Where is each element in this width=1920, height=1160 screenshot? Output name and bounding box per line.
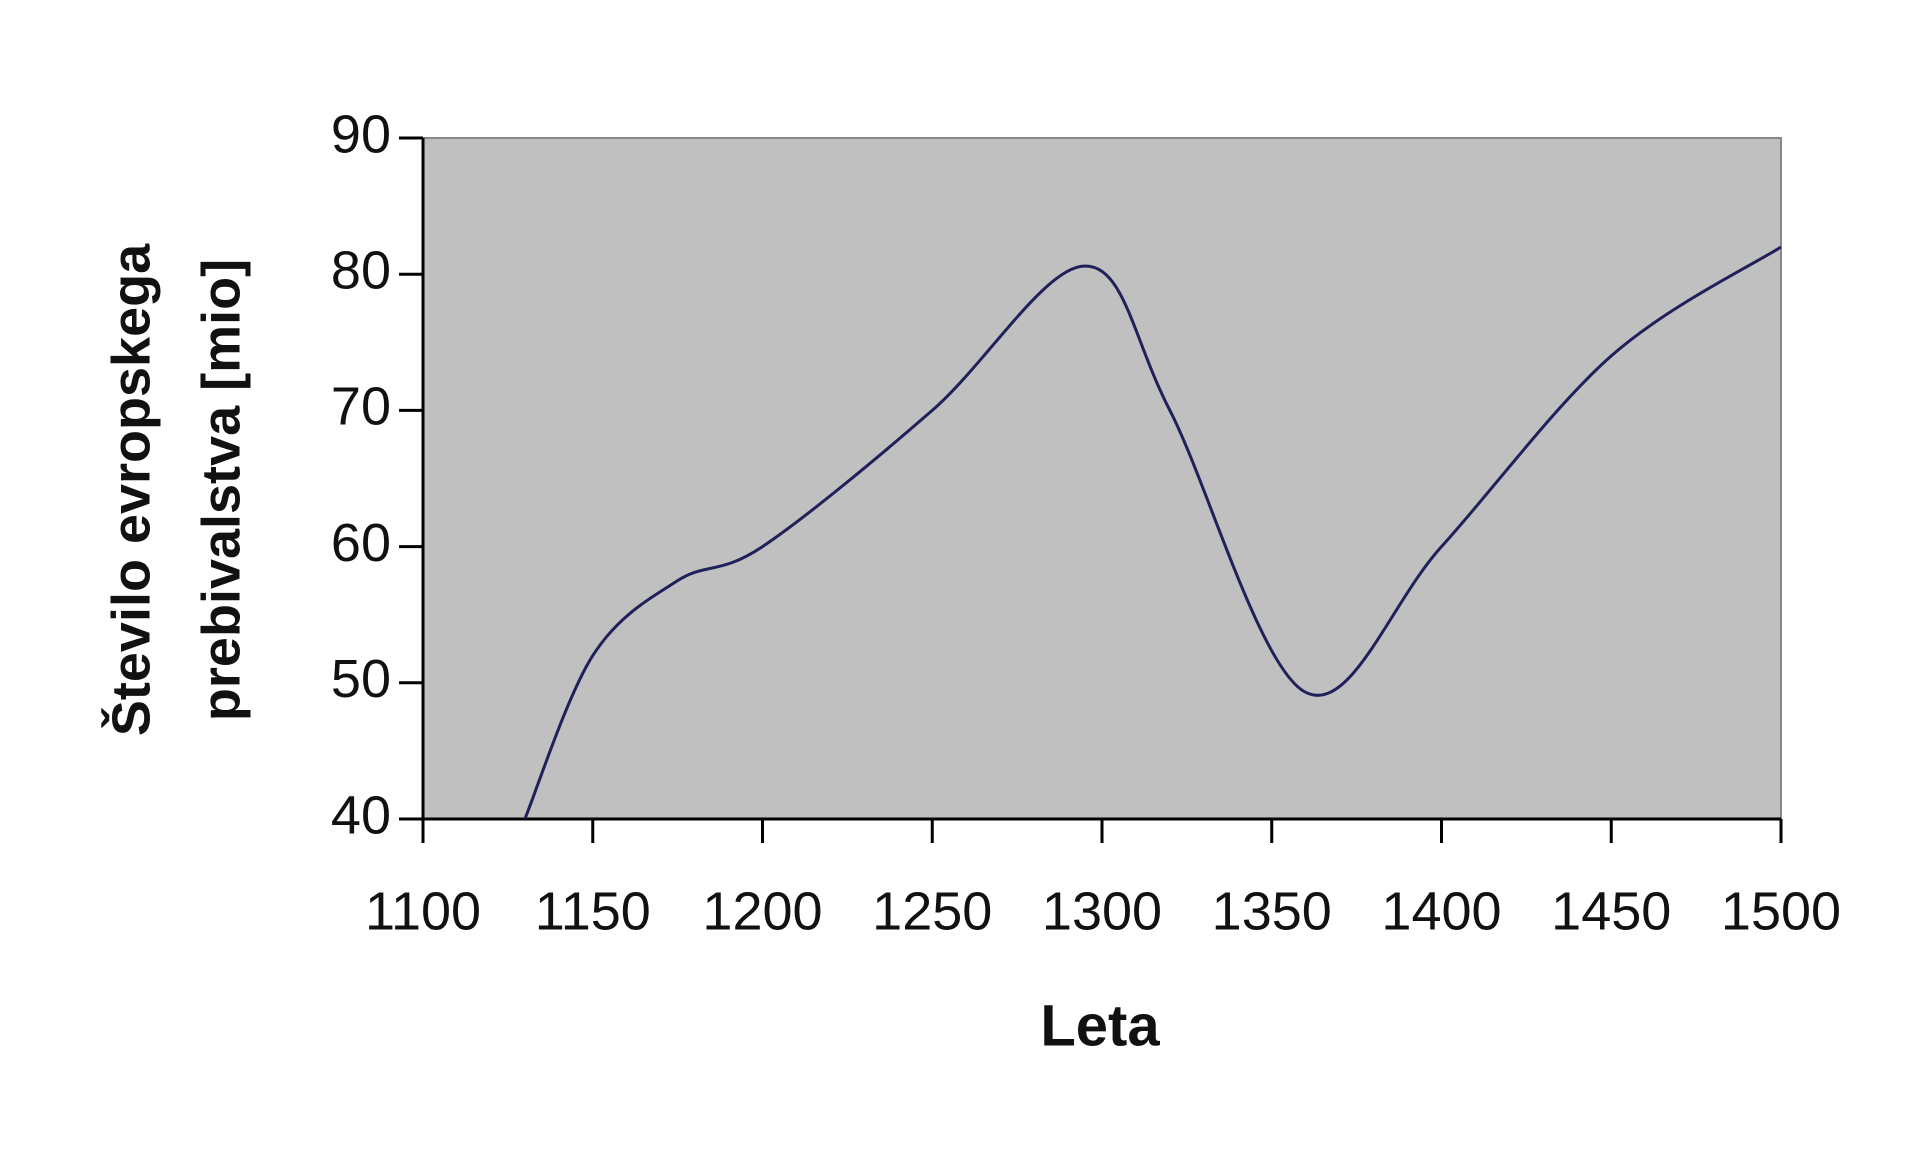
x-axis-label: Leta [1040,993,1160,1058]
plot-area [422,137,1782,820]
y-tick-label: 70 [331,377,391,437]
x-tick-label: 1300 [1042,881,1162,941]
x-tick-label: 1350 [1212,881,1332,941]
y-tick-label: 40 [331,785,391,845]
x-tick-label: 1400 [1381,881,1501,941]
x-tick-label: 1450 [1551,881,1671,941]
line [523,245,1781,819]
x-tick-label: 1250 [872,881,992,941]
y-axis-label: Število evropskega [100,243,161,736]
x-tick-label: 1500 [1721,881,1841,941]
y-tick-label: 80 [331,240,391,300]
y-tick-label: 90 [331,104,391,164]
x-tick-label: 1200 [702,881,822,941]
x-tick-label: 1150 [535,881,651,941]
x-tick-label: 1100 [365,881,481,941]
y-tick-label: 60 [331,513,391,573]
y-axis-label: prebivalstva [mio] [191,259,251,721]
y-tick-label: 50 [331,649,391,709]
